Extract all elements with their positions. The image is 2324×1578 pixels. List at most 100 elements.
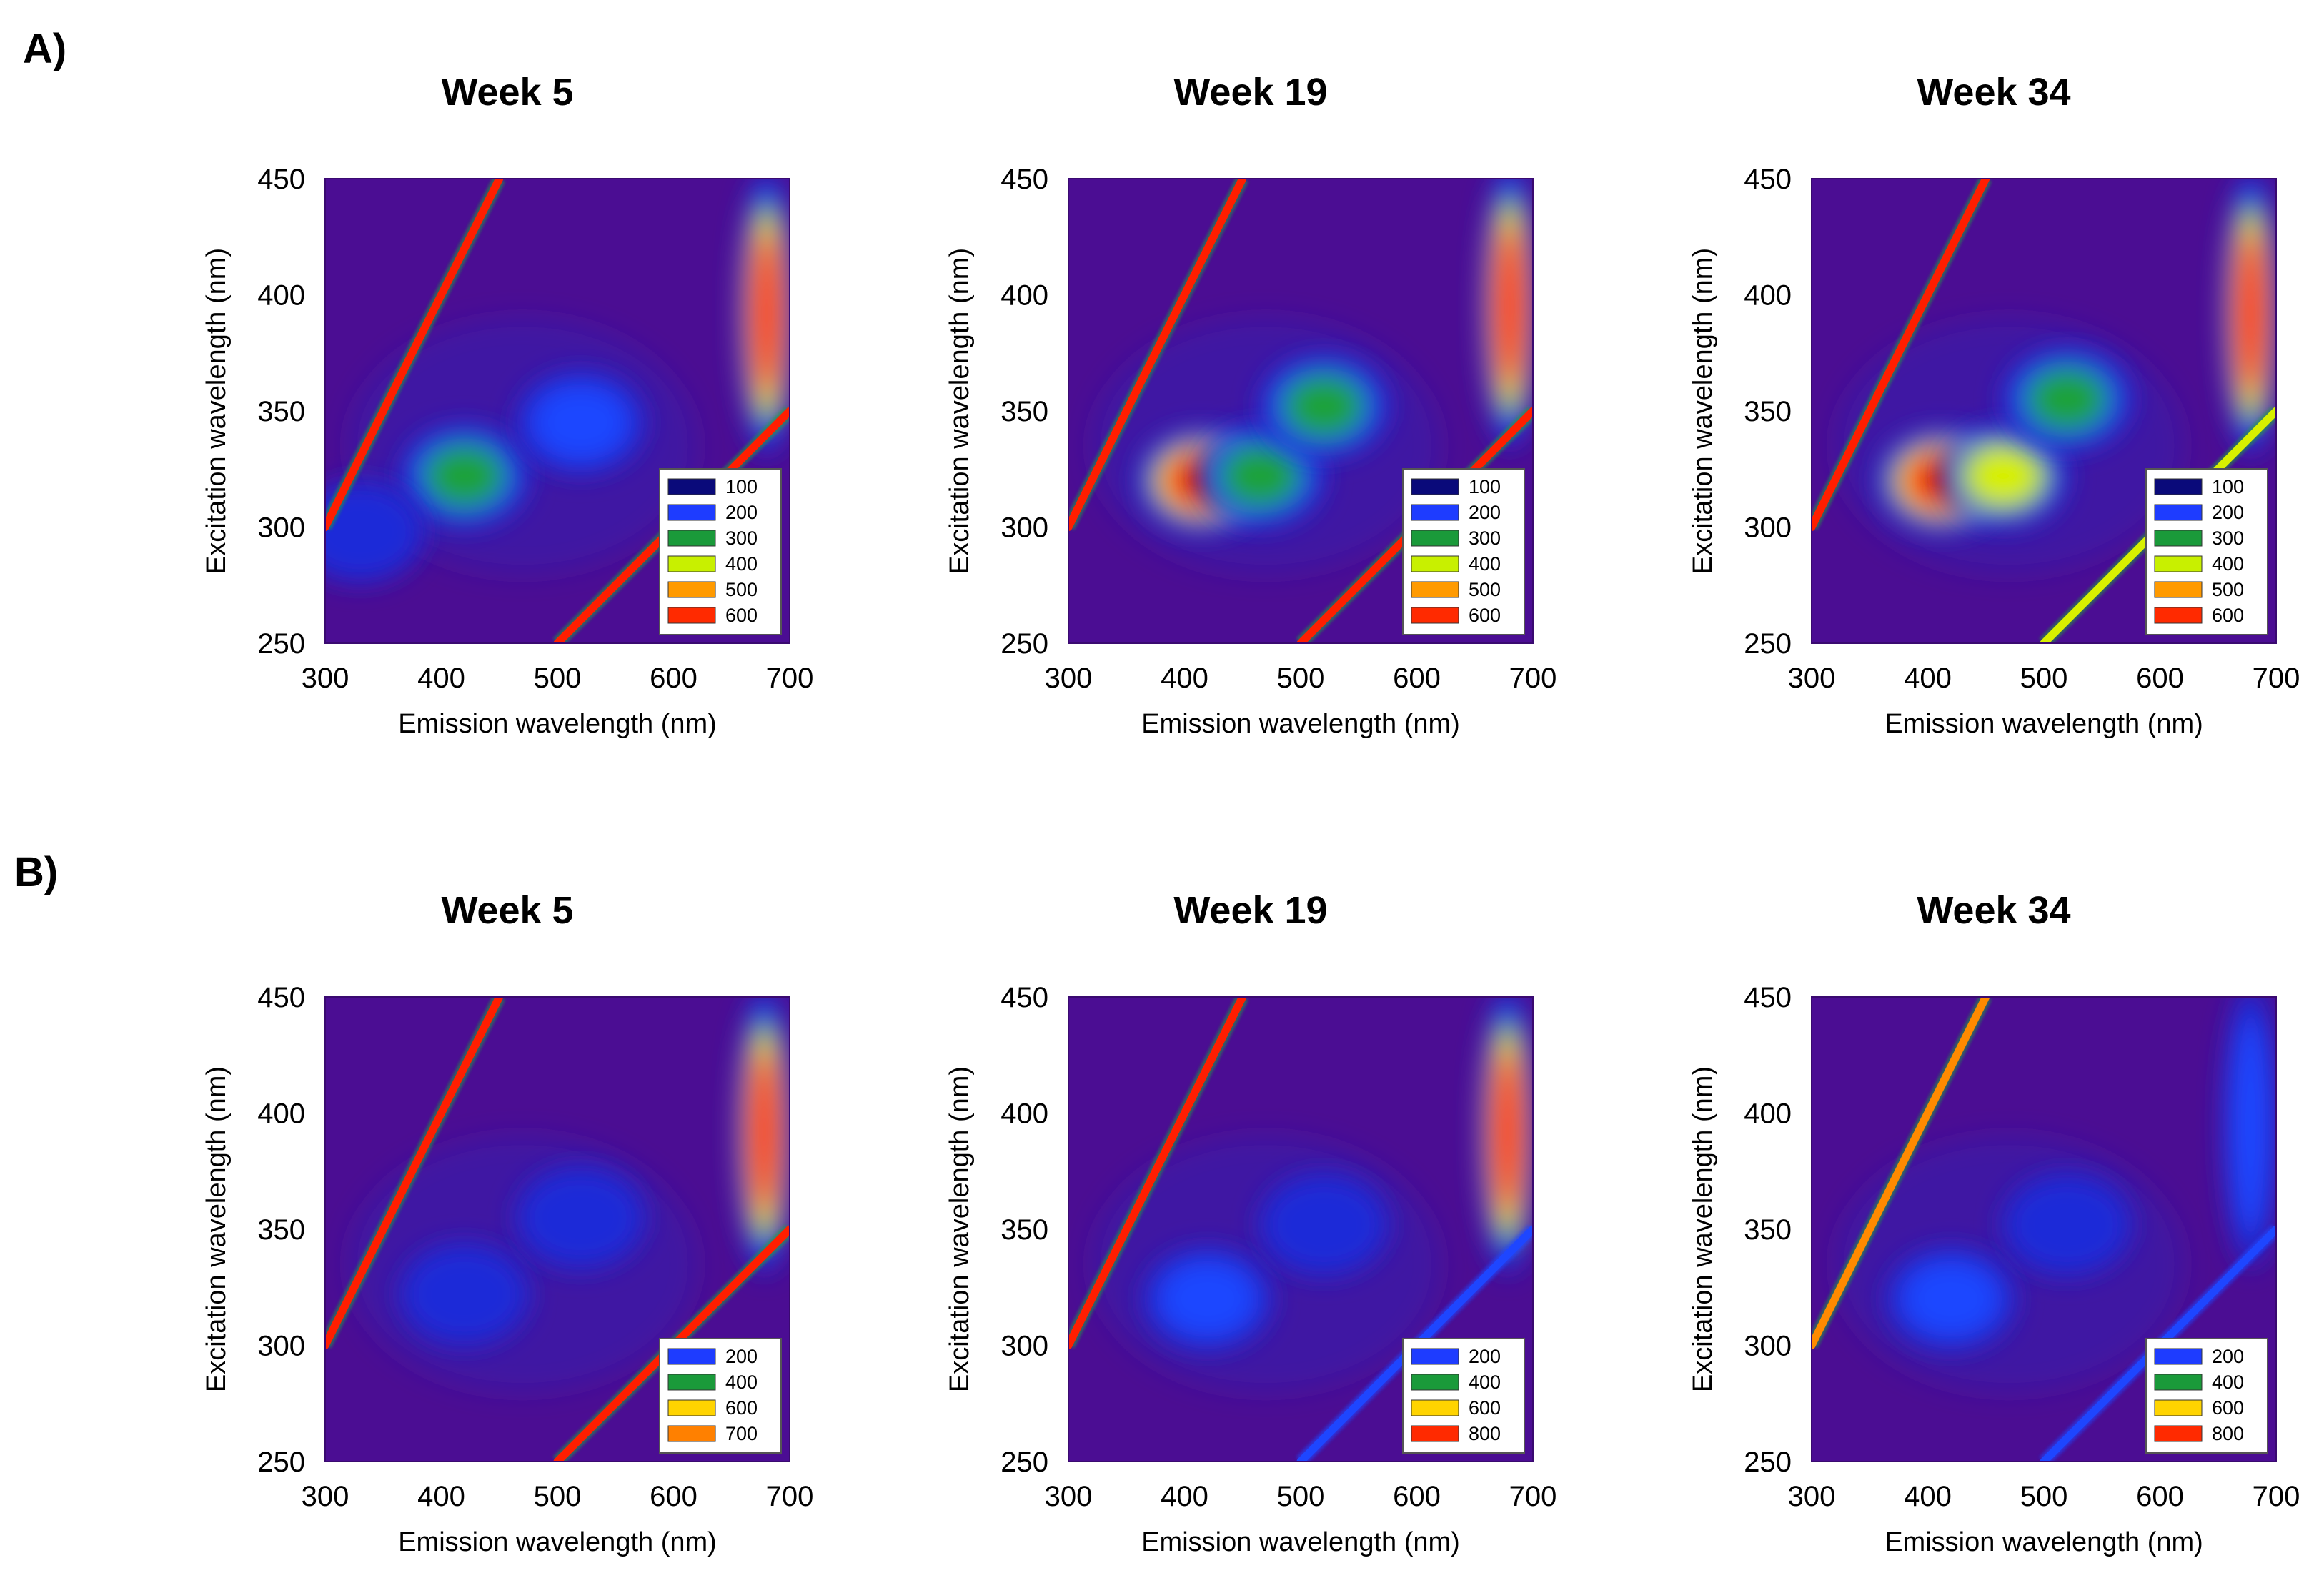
peak-contour bbox=[1218, 442, 1302, 510]
legend-swatch bbox=[667, 1348, 716, 1365]
legend-swatch bbox=[2154, 1374, 2203, 1391]
legend-swatch bbox=[1411, 1425, 1459, 1442]
legend-swatch bbox=[2154, 530, 2203, 547]
legend: 100 200 300 400 500 600 bbox=[2145, 468, 2268, 635]
peak-mark bbox=[1259, 355, 1389, 457]
x-tick-label: 300 bbox=[1045, 663, 1093, 694]
x-tick-label: 300 bbox=[1788, 663, 1836, 694]
y-tick-label: 450 bbox=[257, 164, 305, 195]
y-tick-label: 450 bbox=[1000, 164, 1048, 195]
legend: 200 400 600 800 bbox=[1402, 1338, 1525, 1454]
plot-area bbox=[1812, 997, 2276, 1462]
legend-label: 700 bbox=[725, 1423, 758, 1444]
x-tick-label: 500 bbox=[1277, 1481, 1325, 1512]
y-tick-label: 300 bbox=[1000, 1331, 1048, 1362]
x-tick-label: 500 bbox=[1277, 663, 1325, 694]
peak-mark bbox=[1143, 1248, 1272, 1350]
peak-mark bbox=[1482, 179, 1533, 448]
peak-contour bbox=[325, 481, 424, 582]
x-tick-label: 500 bbox=[2020, 1481, 2068, 1512]
peak-contour bbox=[1493, 1056, 1522, 1207]
scatter-band bbox=[325, 179, 505, 531]
scatter-band-core bbox=[1068, 997, 1247, 1349]
peak-mark bbox=[1259, 1173, 1389, 1276]
plot-frame bbox=[324, 996, 790, 1462]
legend-swatch bbox=[1411, 478, 1459, 495]
legend-label: 200 bbox=[725, 502, 758, 523]
legend-label: 300 bbox=[1469, 527, 1501, 549]
legend-swatch bbox=[2154, 504, 2203, 521]
peak-contour bbox=[2230, 1017, 2271, 1233]
y-axis-label: Excitation wavelength (nm) bbox=[202, 248, 232, 574]
x-tick-label: 500 bbox=[534, 663, 582, 694]
y-tick-label: 250 bbox=[1744, 1446, 1792, 1478]
legend-swatch bbox=[1411, 504, 1459, 521]
legend-box bbox=[1402, 468, 1525, 635]
y-tick-label: 400 bbox=[1000, 1098, 1048, 1130]
peak-contour bbox=[1965, 445, 2042, 507]
legend-label: 200 bbox=[725, 1346, 758, 1367]
peak-contour bbox=[2025, 366, 2110, 433]
peak-mark bbox=[1939, 425, 2067, 527]
x-axis-label: Emission wavelength (nm) bbox=[1141, 1527, 1460, 1557]
chart-title: Week 34 bbox=[1917, 889, 2070, 932]
scatter-band-core bbox=[1812, 179, 1990, 531]
scatter-band bbox=[1068, 997, 1248, 1349]
y-tick-label: 350 bbox=[1744, 396, 1792, 427]
legend-swatch bbox=[2154, 581, 2203, 598]
panel-label-a: A) bbox=[23, 26, 66, 72]
peak-contour bbox=[752, 238, 781, 389]
peak-contour bbox=[1902, 1260, 2000, 1338]
panel-label-b: B) bbox=[14, 849, 58, 895]
peak-mark bbox=[400, 1244, 529, 1345]
legend-label: 400 bbox=[1469, 1371, 1501, 1393]
peak-mark bbox=[739, 179, 790, 455]
legend-swatch bbox=[667, 581, 716, 598]
scatter-band-core bbox=[1812, 997, 1990, 1349]
chart-title: Week 5 bbox=[441, 889, 573, 932]
chart-title: Week 5 bbox=[441, 71, 573, 114]
x-tick-label: 700 bbox=[766, 663, 814, 694]
legend-label: 800 bbox=[2212, 1423, 2244, 1444]
x-tick-label: 600 bbox=[2136, 663, 2184, 694]
y-tick-label: 450 bbox=[1744, 982, 1792, 1013]
peak-contour bbox=[2002, 1173, 2132, 1276]
peak-mark bbox=[325, 481, 424, 582]
legend-swatch bbox=[667, 1374, 716, 1391]
legend-label: 600 bbox=[725, 1397, 758, 1419]
peak-mark bbox=[2002, 1173, 2132, 1276]
legend-label: 400 bbox=[2212, 553, 2244, 575]
x-tick-label: 300 bbox=[1788, 1481, 1836, 1512]
y-tick-label: 250 bbox=[257, 1446, 305, 1478]
y-axis-label: Excitation wavelength (nm) bbox=[202, 1066, 232, 1392]
legend-swatch bbox=[2154, 478, 2203, 495]
legend-swatch bbox=[1411, 1399, 1459, 1416]
x-tick-label: 700 bbox=[1509, 1481, 1557, 1512]
x-axis-label: Emission wavelength (nm) bbox=[1884, 1527, 2203, 1557]
plot-area bbox=[325, 179, 790, 643]
y-tick-label: 250 bbox=[1000, 628, 1048, 660]
fluorescence-haze bbox=[348, 1136, 697, 1392]
y-tick-label: 450 bbox=[1000, 982, 1048, 1013]
legend-label: 500 bbox=[725, 579, 758, 600]
chart-title: Week 34 bbox=[1917, 71, 2070, 114]
peak-contour bbox=[1158, 1260, 1257, 1338]
legend-label: 400 bbox=[725, 553, 758, 575]
plot-frame bbox=[1811, 178, 2277, 644]
x-axis-label: Emission wavelength (nm) bbox=[1141, 709, 1460, 739]
y-tick-label: 400 bbox=[257, 1098, 305, 1130]
x-tick-label: 400 bbox=[417, 663, 465, 694]
y-tick-label: 350 bbox=[257, 1214, 305, 1246]
legend-label: 100 bbox=[1469, 476, 1501, 497]
peak-contour bbox=[750, 1056, 779, 1207]
peak-contour bbox=[422, 442, 507, 510]
legend: 200 400 600 700 bbox=[659, 1338, 782, 1454]
legend-label: 300 bbox=[2212, 527, 2244, 549]
scatter-band bbox=[325, 997, 505, 1349]
legend-label: 300 bbox=[725, 527, 758, 549]
x-tick-label: 300 bbox=[302, 1481, 349, 1512]
peak-mark bbox=[1887, 1248, 2015, 1350]
